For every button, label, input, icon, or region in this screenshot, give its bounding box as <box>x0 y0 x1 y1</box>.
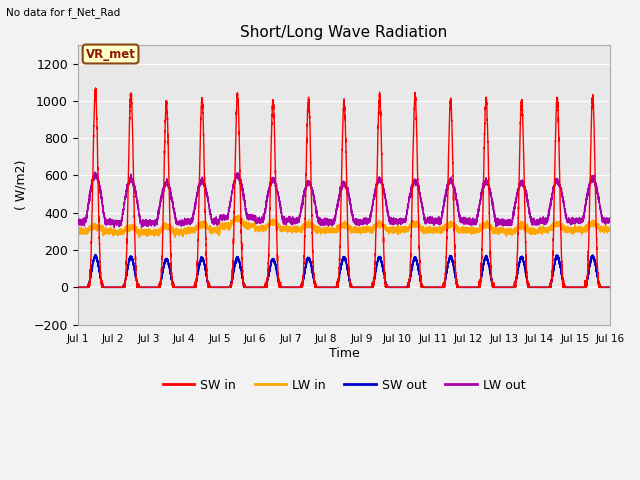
Text: No data for f_Net_Rad: No data for f_Net_Rad <box>6 7 121 18</box>
Y-axis label: ( W/m2): ( W/m2) <box>15 159 28 210</box>
Title: Short/Long Wave Radiation: Short/Long Wave Radiation <box>241 24 447 39</box>
Text: VR_met: VR_met <box>86 48 136 60</box>
Legend: SW in, LW in, SW out, LW out: SW in, LW in, SW out, LW out <box>157 373 531 396</box>
X-axis label: Time: Time <box>329 347 360 360</box>
